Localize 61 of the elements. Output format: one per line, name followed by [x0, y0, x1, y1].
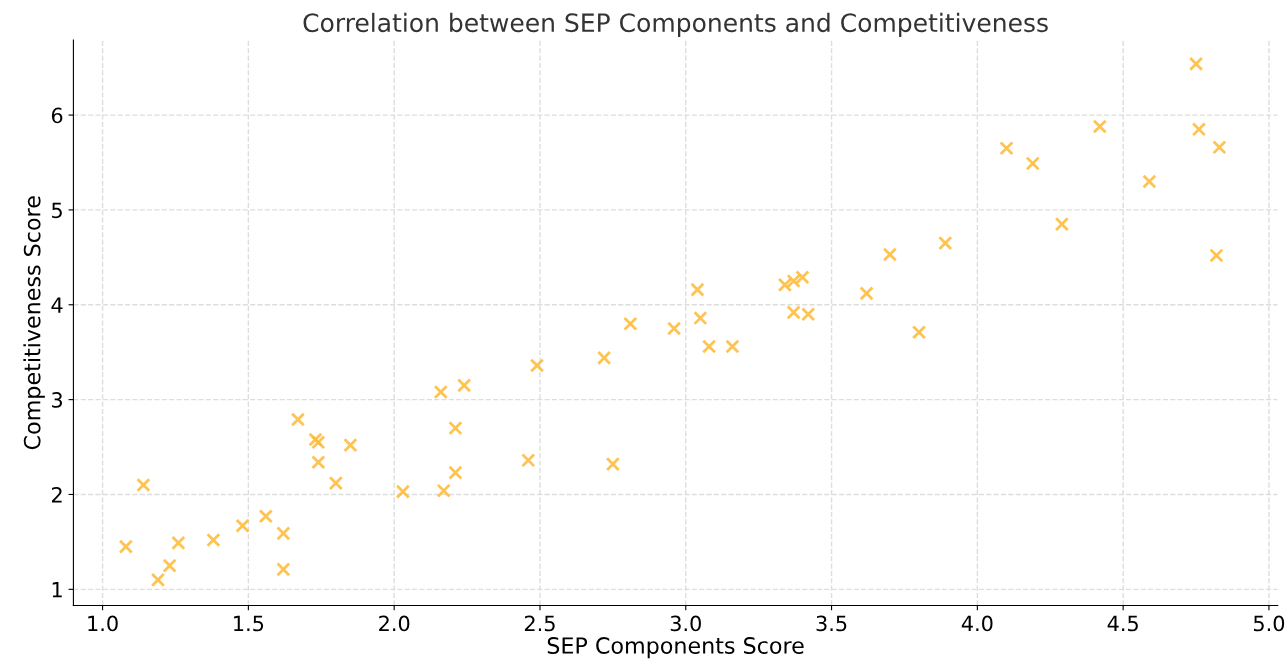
point — [448, 420, 463, 436]
point — [276, 526, 291, 541]
point — [328, 475, 344, 491]
y-tick-label: 2 — [51, 486, 62, 503]
point — [171, 535, 186, 551]
x-tick-label: 4.0 — [961, 615, 993, 632]
point — [690, 282, 705, 297]
x-tick-label: 3.0 — [670, 615, 701, 632]
point — [938, 235, 953, 251]
point — [395, 484, 411, 499]
point — [1209, 248, 1224, 263]
point — [162, 558, 177, 573]
point — [666, 321, 682, 336]
y-axis-title: Competitiveness Score — [23, 196, 45, 450]
point — [605, 456, 621, 472]
point — [206, 532, 221, 548]
x-tick-label: 5.0 — [1253, 615, 1285, 632]
point — [725, 339, 740, 354]
y-tick-label: 6 — [51, 107, 63, 124]
point — [276, 562, 291, 577]
y-tick-label: 4 — [51, 297, 63, 313]
point — [623, 316, 638, 331]
point — [235, 518, 250, 533]
point — [290, 412, 306, 427]
point — [150, 572, 166, 588]
point — [596, 350, 612, 366]
point — [118, 539, 134, 554]
y-tick-label: 3 — [52, 392, 63, 408]
point — [1191, 122, 1207, 137]
point — [258, 509, 274, 524]
point — [433, 384, 449, 400]
point — [701, 339, 717, 354]
point — [311, 455, 326, 470]
x-tick-label: 4.5 — [1107, 615, 1138, 632]
point — [343, 437, 358, 453]
point — [1188, 56, 1204, 72]
x-tick-label: 3.5 — [816, 615, 847, 632]
point — [882, 247, 898, 262]
point — [436, 483, 451, 498]
point — [1092, 119, 1108, 134]
point — [1212, 140, 1227, 155]
point — [859, 286, 874, 301]
point — [136, 477, 151, 493]
chart-title: Correlation between SEP Components and Competitiveness — [303, 12, 1048, 38]
point — [521, 453, 536, 468]
point — [448, 465, 463, 480]
y-tick-label: 5 — [52, 202, 62, 219]
x-axis-title: SEP Components Score — [547, 637, 804, 659]
point — [693, 310, 708, 326]
point — [1142, 174, 1157, 189]
y-tick-label: 1 — [52, 582, 62, 598]
x-tick-label: 1.0 — [88, 615, 118, 632]
point — [529, 358, 545, 373]
point — [999, 141, 1014, 156]
point — [911, 325, 927, 340]
x-tick-label: 1.5 — [234, 615, 264, 632]
x-tick-label: 2.5 — [524, 615, 555, 632]
x-tick-label: 2.0 — [379, 615, 410, 632]
point — [456, 378, 472, 393]
point — [1054, 216, 1070, 232]
point — [1025, 156, 1040, 171]
